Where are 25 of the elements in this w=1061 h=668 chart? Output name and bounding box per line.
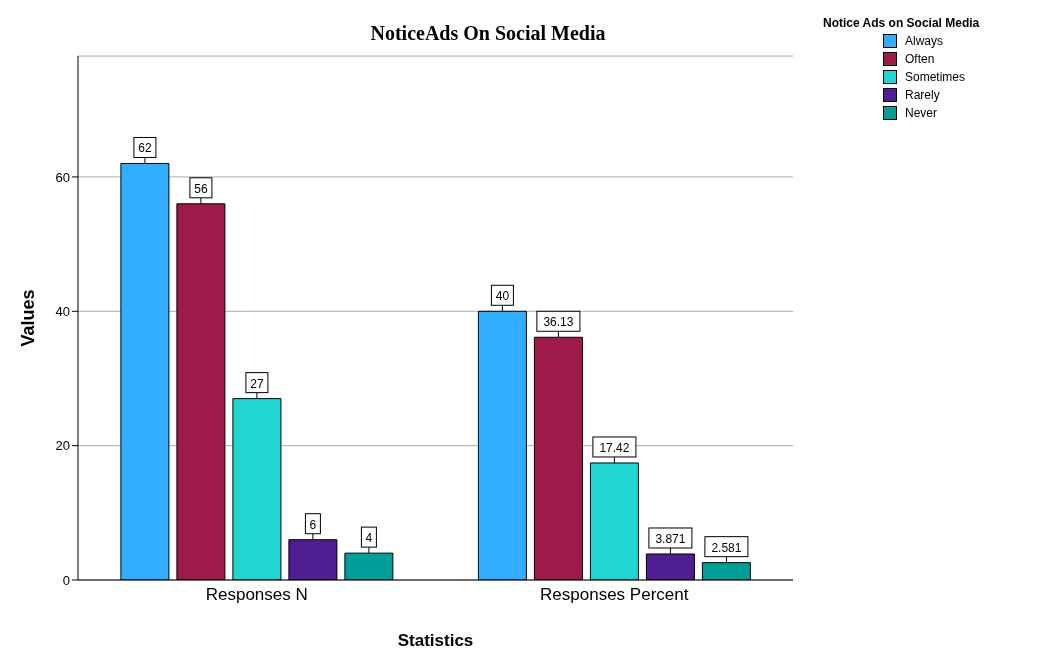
data-label: 36.13: [543, 315, 574, 330]
legend-label: Always: [905, 33, 944, 50]
chart-title: NoticeAds On Social Media: [370, 22, 606, 44]
x-tick-label: Responses N: [205, 585, 308, 605]
x-tick-label: Responses Percent: [540, 585, 689, 605]
legend-label: Sometimes: [905, 69, 966, 86]
y-tick-label: 0: [62, 572, 70, 588]
y-tick-label: 60: [55, 169, 70, 185]
data-label: 40: [495, 289, 510, 304]
y-tick-label: 40: [55, 303, 70, 319]
data-label: 2.581: [711, 540, 742, 555]
legend-title: Notice Ads on Social Media: [823, 15, 981, 32]
data-label: 6: [309, 517, 317, 532]
data-label: 4: [365, 531, 373, 546]
y-axis-title: Values: [18, 289, 39, 347]
data-label: 56: [194, 181, 208, 196]
legend-label: Often: [905, 51, 935, 68]
legend-label: Never: [905, 105, 938, 122]
data-label: 27: [250, 376, 264, 391]
data-label: 62: [138, 141, 152, 156]
x-axis-title: Statistics: [397, 631, 474, 650]
legend-label: Rarely: [905, 87, 940, 104]
data-label: 17.42: [599, 440, 630, 455]
y-tick-label: 20: [55, 438, 70, 454]
data-label: 3.871: [655, 531, 686, 546]
